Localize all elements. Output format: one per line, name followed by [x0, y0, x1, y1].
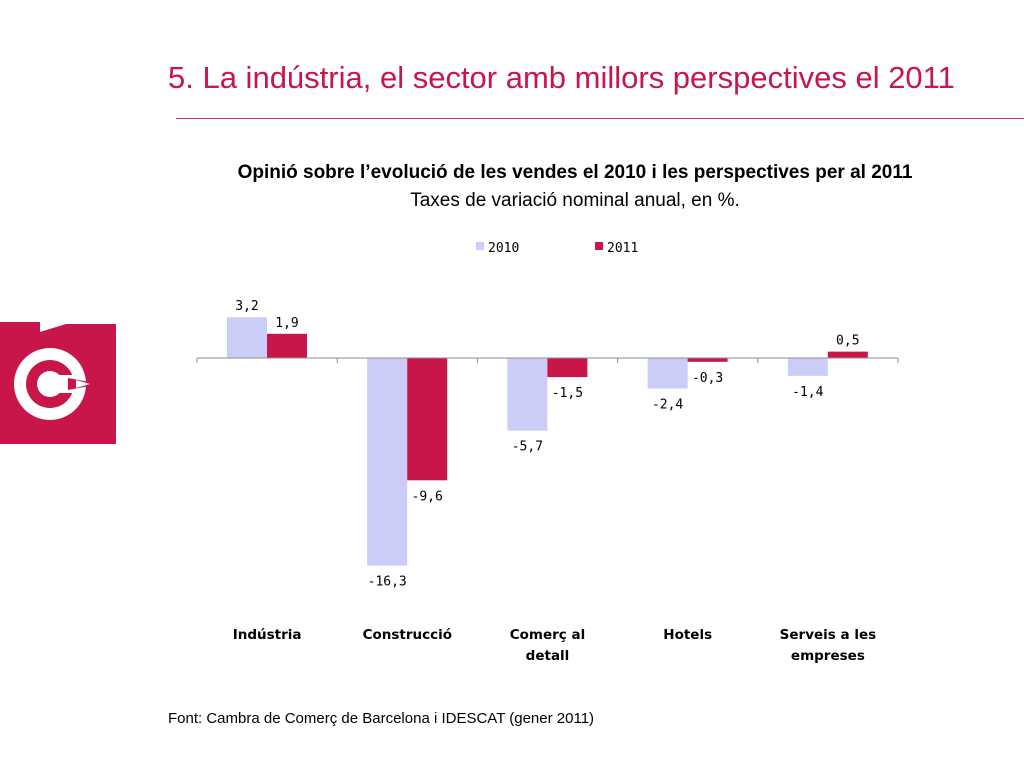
value-label-2011-0: 1,9 — [275, 316, 298, 331]
bar-chart: 3,2 -16,3 -5,7 -2,4 -1,4 1,9 -9,6 -1,5 -0,3 0,5 In… — [196, 241, 899, 664]
value-label-2010-2: -5,7 — [512, 440, 543, 455]
value-label-2010-3: -2,4 — [652, 398, 683, 413]
source-note: Font: Cambra de Comerç de Barcelona i ID… — [168, 710, 595, 727]
bar-2010-3 — [647, 358, 688, 389]
legend-swatch-2010 — [476, 242, 484, 250]
legend-swatch-2011 — [595, 242, 603, 250]
chart-subtitle: Taxes de variació nominal anual, en %. — [410, 190, 740, 211]
value-label-2010-4: -1,4 — [792, 385, 823, 400]
category-label-1: Construcció — [363, 627, 452, 643]
category-label-4: Serveis a les — [780, 627, 876, 643]
value-label-2011-4: 0,5 — [836, 334, 859, 349]
legend-label-2011: 2011 — [607, 241, 638, 256]
bar-2011-3 — [687, 358, 728, 362]
category-label-2: Comerç al — [510, 627, 586, 643]
category-label-4: empreses — [791, 648, 865, 664]
slide-title: 5. La indústria, el sector amb millors p… — [168, 60, 955, 95]
bar-2010-2 — [507, 358, 548, 431]
bar-2011-0 — [267, 333, 307, 358]
bar-2010-4 — [787, 358, 828, 376]
value-label-2010-1: -16,3 — [368, 575, 407, 590]
chart-title: Opinió sobre l’evolució de les vendes el… — [237, 162, 913, 183]
category-label-0: Indústria — [233, 627, 302, 643]
legend-label-2010: 2010 — [488, 241, 519, 256]
bar-2010-0 — [227, 317, 267, 358]
bar-2011-1 — [407, 358, 448, 481]
value-label-2011-1: -9,6 — [412, 489, 443, 504]
value-label-2010-0: 3,2 — [235, 299, 258, 314]
category-label-2: detall — [526, 648, 570, 664]
bar-2011-2 — [547, 358, 588, 378]
title-divider — [176, 118, 1024, 119]
bar-2011-4 — [827, 351, 868, 358]
cambra-logo-icon — [0, 322, 116, 444]
category-label-3: Hotels — [663, 627, 712, 643]
value-label-2011-2: -1,5 — [552, 386, 583, 401]
bar-2010-1 — [367, 358, 408, 566]
value-label-2011-3: -0,3 — [692, 371, 723, 386]
